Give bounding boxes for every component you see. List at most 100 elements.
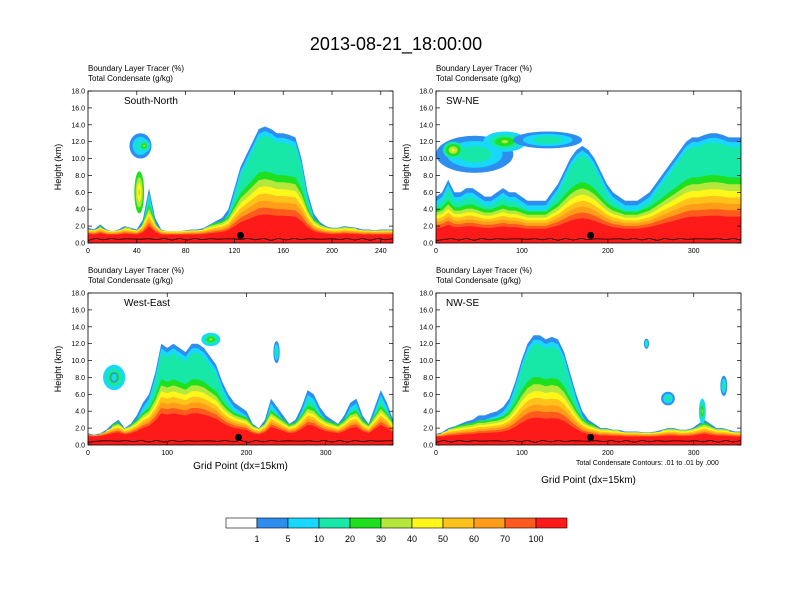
xtick-label-sn-0: 0 xyxy=(86,248,90,255)
panel-label-nwse: NW-SE xyxy=(446,298,479,309)
panel-header-nwse-0: Boundary Layer Tracer (%) xyxy=(436,266,532,275)
colorbar-swatch-2 xyxy=(287,517,320,529)
field-we xyxy=(88,332,393,445)
xtick-label-swne-2: 200 xyxy=(602,248,614,255)
xtick-label-we-0: 0 xyxy=(86,450,90,457)
ytick-label-sn-5: 10.0 xyxy=(71,156,85,163)
ytick-label-swne-9: 18.0 xyxy=(419,89,433,96)
xtick-label-swne-1: 100 xyxy=(516,248,528,255)
xtick-label-nwse-1: 100 xyxy=(516,450,528,457)
ytick-label-sn-6: 12.0 xyxy=(71,139,85,146)
colorbar-swatch-7 xyxy=(442,517,475,529)
panel-frame-we xyxy=(87,292,394,446)
panel-label-swne: SW-NE xyxy=(446,96,479,107)
ylabel-nwse: Height (km) xyxy=(401,346,411,393)
cloud-nwse-0-2 xyxy=(664,395,671,402)
surface-layer-swne xyxy=(436,234,741,243)
ytick-label-sn-8: 16.0 xyxy=(71,105,85,112)
colorbar-label-9: 100 xyxy=(528,534,543,544)
xtick-label-nwse-2: 200 xyxy=(602,450,614,457)
cloud-sn-2-3 xyxy=(138,188,141,196)
ytick-label-nwse-6: 12.0 xyxy=(419,341,433,348)
ytick-label-nwse-3: 6.0 xyxy=(423,392,433,399)
terrain-line-sn xyxy=(88,237,393,241)
panel-header-sn-1: Total Condensate (g/kg) xyxy=(88,74,173,83)
cloud-we-3-2 xyxy=(275,347,278,357)
cloud-we-2-3 xyxy=(209,338,213,341)
ytick-label-nwse-1: 2.0 xyxy=(423,426,433,433)
ytick-label-swne-7: 14.0 xyxy=(419,122,433,129)
ytick-label-we-2: 4.0 xyxy=(75,409,85,416)
panel-we: Boundary Layer Tracer (%)Total Condensat… xyxy=(53,266,394,472)
colorbar-swatch-3 xyxy=(318,517,351,529)
colorbar-swatch-6 xyxy=(411,517,444,529)
panel-header-we-0: Boundary Layer Tracer (%) xyxy=(88,266,184,275)
colorbar-label-0: 1 xyxy=(254,534,259,544)
ytick-label-sn-9: 18.0 xyxy=(71,89,85,96)
xtick-label-swne-3: 300 xyxy=(688,248,700,255)
ytick-label-we-8: 16.0 xyxy=(71,307,85,314)
xtick-label-sn-1: 40 xyxy=(133,248,141,255)
panel-header-swne-1: Total Condensate (g/kg) xyxy=(436,74,521,83)
panel-frame-sn xyxy=(87,90,394,244)
ytick-label-we-6: 12.0 xyxy=(71,341,85,348)
cloud-we-1-2 xyxy=(112,375,116,380)
cloud-nwse-1-3 xyxy=(701,409,703,414)
panel-header-nwse-1: Total Condensate (g/kg) xyxy=(436,276,521,285)
colorbar-label-1: 5 xyxy=(285,534,290,544)
ylabel-we: Height (km) xyxy=(53,346,63,393)
ytick-label-nwse-0: 0.0 xyxy=(423,443,433,450)
ytick-label-we-3: 6.0 xyxy=(75,392,85,399)
xtick-label-we-2: 200 xyxy=(241,450,253,457)
panel-swne: Boundary Layer Tracer (%)Total Condensat… xyxy=(401,64,742,255)
ytick-label-we-9: 18.0 xyxy=(71,291,85,298)
ytick-label-nwse-9: 18.0 xyxy=(419,291,433,298)
panel-label-we: West-East xyxy=(124,298,170,309)
ytick-label-sn-0: 0.0 xyxy=(75,241,85,248)
ytick-label-nwse-2: 4.0 xyxy=(423,409,433,416)
ytick-label-nwse-7: 14.0 xyxy=(419,324,433,331)
ytick-label-swne-0: 0.0 xyxy=(423,241,433,248)
xlabel-nwse: Grid Point (dx=15km) xyxy=(541,475,636,486)
ylabel-swne: Height (km) xyxy=(401,144,411,191)
colorbar-swatch-10 xyxy=(535,517,568,529)
ytick-label-swne-3: 6.0 xyxy=(423,190,433,197)
ytick-label-we-4: 8.0 xyxy=(75,375,85,382)
figure-title: 2013-08-21_18:00:00 xyxy=(310,34,482,55)
ytick-label-we-5: 10.0 xyxy=(71,358,85,365)
cloud-nwse-2-2 xyxy=(645,341,648,346)
colorbar-label-5: 40 xyxy=(407,534,417,544)
ytick-label-sn-3: 6.0 xyxy=(75,190,85,197)
xtick-label-sn-3: 120 xyxy=(229,248,241,255)
colorbar-swatch-8 xyxy=(473,517,506,529)
colorbar-label-7: 60 xyxy=(469,534,479,544)
xtick-label-nwse-0: 0 xyxy=(434,450,438,457)
ytick-label-swne-5: 10.0 xyxy=(419,156,433,163)
panel-sn: Boundary Layer Tracer (%)Total Condensat… xyxy=(53,64,394,255)
colorbar-label-3: 20 xyxy=(345,534,355,544)
xtick-label-we-3: 300 xyxy=(320,450,332,457)
ytick-label-we-7: 14.0 xyxy=(71,324,85,331)
panel-frame-swne xyxy=(435,90,742,244)
location-marker-swne xyxy=(587,231,595,239)
ylabel-sn: Height (km) xyxy=(53,144,63,191)
cloud-swne-1-3 xyxy=(501,140,509,144)
colorbar-swatch-0 xyxy=(225,517,258,529)
xlabel-we: Grid Point (dx=15km) xyxy=(193,461,288,472)
field-sn xyxy=(88,126,393,243)
ytick-label-swne-4: 8.0 xyxy=(423,173,433,180)
location-marker-nwse xyxy=(587,433,595,441)
ytick-label-nwse-4: 8.0 xyxy=(423,375,433,382)
field-swne xyxy=(436,131,741,243)
terrain-line-we xyxy=(88,439,393,443)
ytick-label-sn-4: 8.0 xyxy=(75,173,85,180)
xtick-label-nwse-3: 300 xyxy=(688,450,700,457)
ytick-label-nwse-8: 16.0 xyxy=(419,307,433,314)
cloud-sn-1-3 xyxy=(143,144,146,147)
cloud-nwse-3-2 xyxy=(722,381,726,391)
colorbar-swatch-9 xyxy=(504,517,537,529)
ytick-label-swne-2: 4.0 xyxy=(423,207,433,214)
colorbar-label-8: 70 xyxy=(500,534,510,544)
ytick-label-sn-7: 14.0 xyxy=(71,122,85,129)
